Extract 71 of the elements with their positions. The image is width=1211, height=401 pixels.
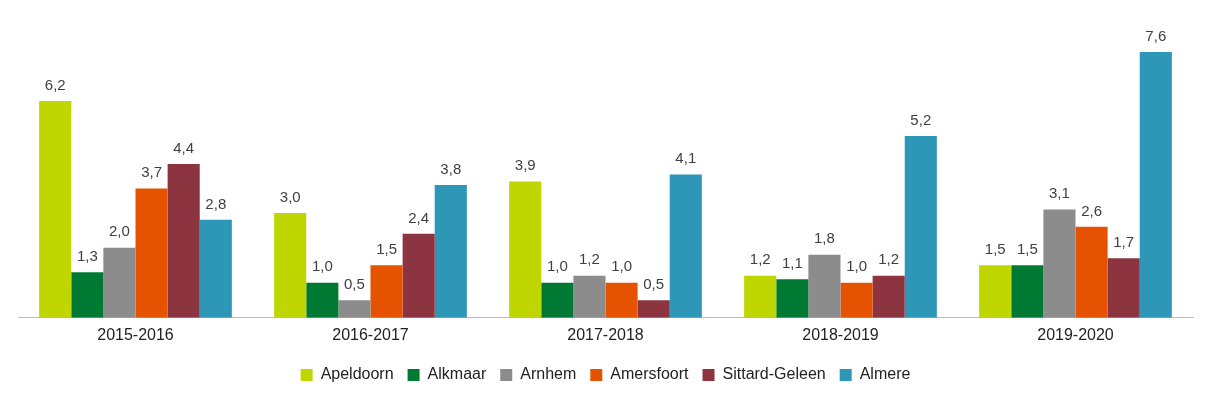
legend-label: Apeldoorn: [320, 365, 394, 383]
x-tick-label: 2019-2020: [1037, 325, 1114, 343]
data-label: 3,9: [514, 156, 536, 174]
data-label: 0,5: [643, 274, 665, 292]
x-tick-label: 2015-2016: [97, 325, 174, 343]
data-label: 1,5: [376, 239, 397, 257]
bar: [338, 300, 371, 318]
data-label: 1,8: [814, 229, 835, 247]
bar: [840, 282, 873, 318]
bar: [1043, 209, 1076, 318]
data-label: 3,8: [440, 159, 462, 177]
bar: [541, 282, 574, 318]
data-label: 1,0: [311, 257, 333, 275]
bar: [744, 275, 777, 318]
bar: [370, 265, 403, 318]
data-label: 1,2: [878, 250, 900, 268]
bar: [39, 100, 72, 318]
data-label: 1,5: [1016, 239, 1038, 257]
x-tick-label: 2018-2019: [802, 325, 879, 343]
data-label: 2,4: [408, 208, 430, 226]
bar: [872, 275, 905, 318]
data-label: 2,6: [1081, 201, 1102, 219]
legend-label: Arnhem: [520, 365, 577, 383]
bar: [979, 265, 1012, 318]
x-tick-label: 2017-2018: [567, 325, 644, 343]
bar: [509, 181, 542, 318]
legend-label: Alkmaar: [427, 365, 487, 383]
bar: [605, 282, 638, 318]
bar: [135, 188, 168, 318]
data-label: 2,0: [109, 222, 130, 240]
bar: [669, 174, 702, 318]
bar: [1075, 226, 1108, 318]
data-label: 1,3: [76, 246, 98, 264]
data-label: 1,0: [846, 257, 867, 275]
bar: [1107, 258, 1140, 318]
bar: [1011, 265, 1044, 318]
bar: [573, 275, 606, 318]
data-label: 0,5: [344, 274, 365, 292]
data-label: 3,1: [1049, 184, 1070, 202]
bar: [167, 163, 200, 318]
bar: [71, 272, 104, 318]
data-label: 1,0: [546, 257, 568, 275]
bar: [904, 135, 937, 318]
bar: [199, 219, 232, 318]
data-label: 1,5: [984, 239, 1006, 257]
data-label: 1,7: [1113, 232, 1135, 250]
x-tick-label: 2016-2017: [332, 325, 409, 343]
bar: [637, 300, 670, 318]
bar: [1139, 51, 1172, 318]
data-label: 4,1: [675, 149, 697, 167]
data-label: 3,7: [141, 163, 162, 181]
bar: [402, 233, 435, 318]
bar: [808, 254, 841, 318]
bar: [274, 212, 307, 318]
data-label: 1,2: [749, 250, 771, 268]
data-label: 1,0: [611, 257, 632, 275]
data-label: 6,2: [44, 75, 66, 93]
data-label: 5,2: [910, 110, 932, 128]
data-label: 2,8: [205, 194, 227, 212]
bar: [306, 282, 339, 318]
data-label: 4,4: [173, 138, 195, 156]
legend-label: Amersfoort: [610, 365, 690, 383]
data-label: 3,0: [279, 187, 301, 205]
bar: [103, 247, 136, 318]
data-label: 1,1: [781, 253, 803, 271]
data-label: 7,6: [1145, 26, 1167, 44]
data-label: 1,2: [579, 250, 600, 268]
legend-label: Sittard-Geleen: [722, 365, 826, 383]
legend-label: Almere: [859, 365, 911, 383]
bar: [776, 279, 809, 318]
bar: [434, 184, 467, 318]
